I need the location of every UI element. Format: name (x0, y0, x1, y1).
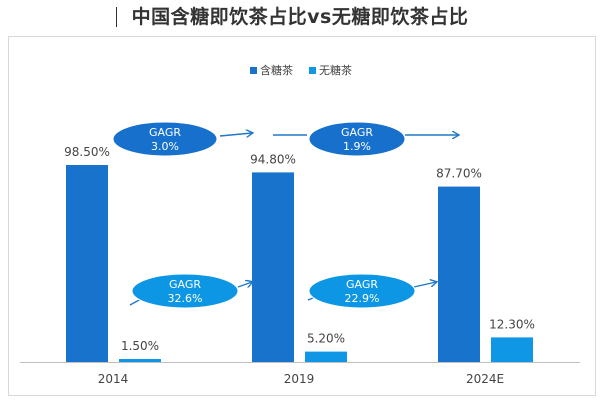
data-label: 98.50% (64, 145, 110, 159)
legend-swatch-1 (250, 67, 257, 74)
data-label: 94.80% (250, 152, 296, 166)
bar-2014-nosugar (119, 359, 161, 362)
cagr-ellipse (131, 273, 239, 309)
data-label: 5.20% (307, 332, 345, 346)
cagr-ellipse (308, 121, 406, 157)
text-cursor (116, 7, 117, 27)
growth-arrow (219, 133, 252, 136)
bar-2019-sugar (252, 172, 294, 362)
bar-2019-nosugar (305, 351, 347, 362)
bar-2014-sugar (66, 165, 108, 362)
cagr-title: GAGR (346, 278, 378, 291)
cagr-ellipse (308, 273, 416, 309)
growth-arrow (413, 282, 436, 288)
cagr-title: GAGR (341, 126, 373, 139)
data-label: 1.50% (121, 339, 159, 353)
cagr-title: GAGR (149, 126, 181, 139)
cagr-value: 32.6% (168, 292, 203, 305)
growth-arrow (237, 282, 252, 287)
x-tick-label: 2014 (98, 372, 129, 386)
legend-label-2: 无糖茶 (319, 63, 352, 77)
x-tick-label: 2024E (466, 372, 504, 386)
cagr-value: 1.9% (343, 140, 371, 153)
legend-swatch-2 (309, 67, 316, 74)
data-label: 12.30% (489, 317, 535, 331)
cagr-value: 22.9% (345, 292, 380, 305)
cagr-value: 3.0% (151, 140, 179, 153)
cagr-title: GAGR (169, 278, 201, 291)
cagr-ellipse (112, 121, 218, 157)
bar-2024E-nosugar (491, 337, 533, 362)
x-tick-label: 2019 (284, 372, 315, 386)
data-label: 87.70% (436, 167, 482, 181)
chart-title: 中国含糖即饮茶占比vs无糖即饮茶占比 (131, 6, 469, 28)
bar-2024E-sugar (438, 186, 480, 362)
legend-label-1: 含糖茶 (260, 63, 293, 77)
